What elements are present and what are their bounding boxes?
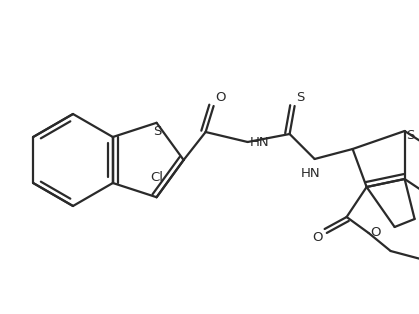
Text: O: O <box>312 231 323 244</box>
Text: HN: HN <box>250 136 269 149</box>
Text: HN: HN <box>300 167 320 180</box>
Text: S: S <box>297 91 305 104</box>
Text: O: O <box>216 91 226 104</box>
Text: S: S <box>406 129 415 142</box>
Text: O: O <box>371 226 381 240</box>
Text: Cl: Cl <box>150 171 163 184</box>
Text: S: S <box>153 125 162 138</box>
